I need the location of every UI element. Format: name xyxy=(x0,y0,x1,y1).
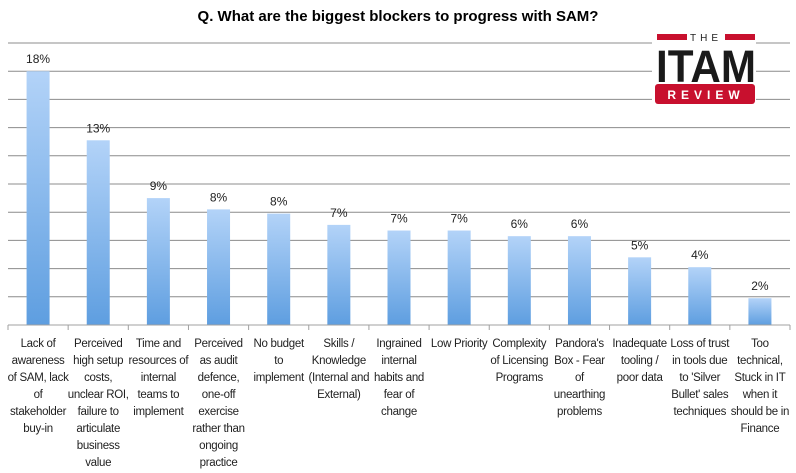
category-label: Loss of trust in tools due to 'Silver Bu… xyxy=(670,338,730,418)
category-label: Perceived as audit defence, one-off exer… xyxy=(192,338,245,469)
data-label: 9% xyxy=(150,179,168,193)
data-label: 6% xyxy=(511,217,529,231)
bar xyxy=(567,236,591,325)
category-label: Pandora's Box - Fear of unearthing probl… xyxy=(553,338,606,418)
data-label: 7% xyxy=(390,212,408,226)
bar xyxy=(507,236,531,325)
bar xyxy=(86,140,110,325)
bar xyxy=(688,267,712,325)
data-label: 7% xyxy=(450,212,468,226)
bar xyxy=(26,71,50,325)
data-label: 5% xyxy=(631,238,649,252)
category-label: Lack of awareness of SAM, lack of stakeh… xyxy=(7,338,69,435)
category-label: Low Priority xyxy=(430,338,488,350)
data-label: 13% xyxy=(86,121,110,135)
chart-title: Q. What are the biggest blockers to prog… xyxy=(197,8,599,25)
data-label: 4% xyxy=(691,248,709,262)
data-label: 8% xyxy=(270,195,288,209)
bar xyxy=(327,224,351,325)
bar xyxy=(146,198,170,325)
bar xyxy=(207,209,231,325)
svg-text:REVIEW: REVIEW xyxy=(667,88,744,102)
bar xyxy=(748,298,772,325)
itam-review-logo: THE ITAM REVIEW xyxy=(652,30,756,106)
bar xyxy=(447,230,471,325)
category-label: Time and resources of internal teams to … xyxy=(128,338,189,418)
category-label: Skills / Knowledge (Internal and Externa… xyxy=(308,338,370,401)
data-label: 7% xyxy=(330,206,348,220)
category-label: Perceived high setup costs, unclear ROI,… xyxy=(67,338,129,469)
bar xyxy=(387,230,411,325)
category-label: No budget to implement xyxy=(253,338,305,384)
bar xyxy=(267,213,291,325)
category-label: Too technical, Stuck in IT when it shoul… xyxy=(730,338,790,435)
bar xyxy=(628,257,652,325)
svg-text:THE: THE xyxy=(690,33,722,44)
data-label: 8% xyxy=(210,190,228,204)
data-label: 18% xyxy=(26,52,50,66)
svg-text:ITAM: ITAM xyxy=(656,41,756,92)
category-label: Ingrained internal habits and fear of ch… xyxy=(373,338,425,418)
data-label: 2% xyxy=(751,279,769,293)
data-label: 6% xyxy=(571,217,589,231)
category-label: Inadequate tooling / poor data xyxy=(612,338,667,384)
category-label: Complexity of Licensing Programs xyxy=(490,338,549,384)
